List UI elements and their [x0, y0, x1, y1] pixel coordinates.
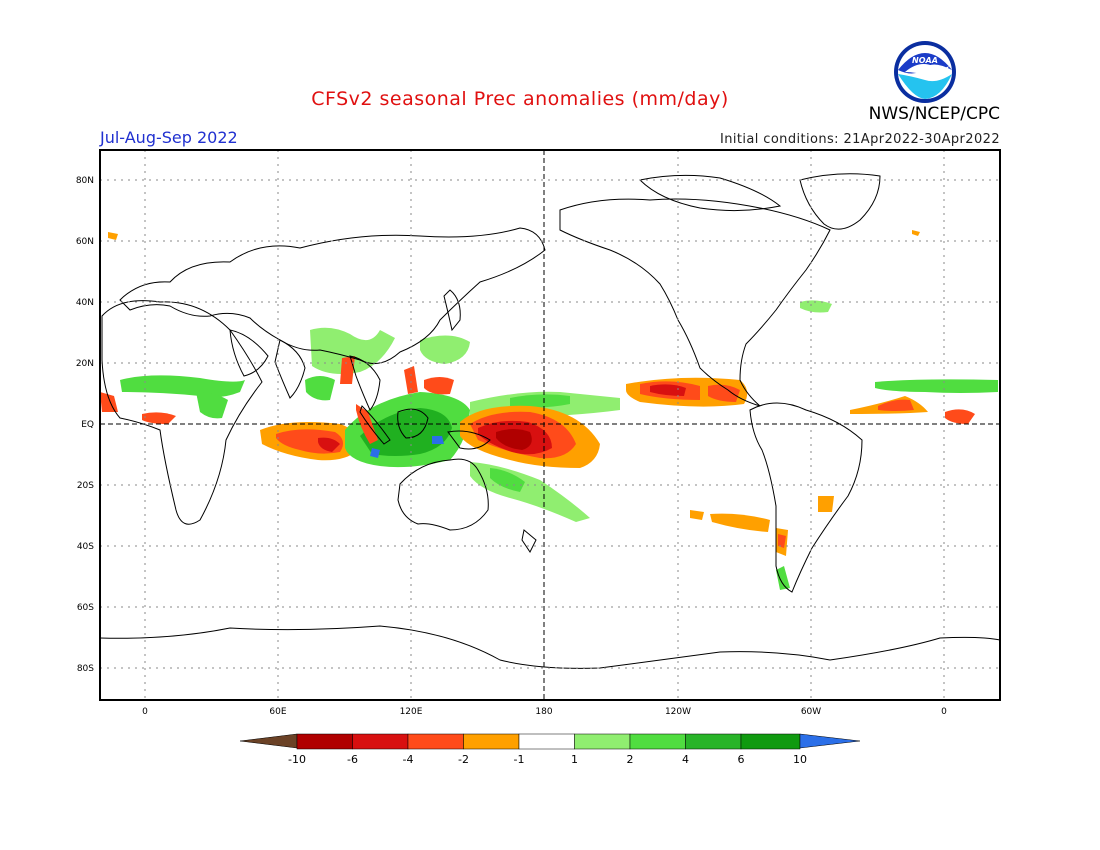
anomaly-strongdry-central-pacific [496, 429, 532, 450]
initial-conditions-label: Initial conditions: 21Apr2022-30Apr2022 [719, 132, 1000, 147]
coastline-borneo [397, 408, 429, 439]
anomaly-dry-south-pacific-2 [710, 513, 770, 532]
anomaly-wet-southasia [310, 327, 395, 374]
anomaly-wet-north-atlantic [800, 300, 832, 313]
map-title: CFSv2 seasonal Prec anomalies (mm/day) [311, 88, 729, 110]
legend-tick-label: -6 [347, 753, 358, 766]
coastline-india [274, 339, 306, 399]
longitude-axis: 0 60E 120E 180 120W 60W 0 [142, 707, 947, 717]
anomaly-verywet-maritime-1 [370, 448, 380, 458]
anomaly-dry-chile-core [778, 534, 786, 548]
season-label: Jul-Aug-Sep 2022 [100, 128, 238, 147]
anomaly-dry-philippines [424, 377, 454, 395]
legend-swatch [518, 733, 575, 750]
coastline-eurasia [119, 227, 546, 365]
anomaly-dry-westafrica [100, 392, 118, 412]
coastline-australia [397, 458, 489, 531]
lon-tick-label: 180 [535, 707, 552, 717]
coastline-sumatra [359, 405, 391, 445]
anomaly-dry-brazil-south [818, 496, 834, 512]
anomaly-dry-arctic-2 [912, 230, 920, 236]
legend-tick-label: -4 [403, 753, 414, 766]
legend-tick-label: 6 [738, 753, 745, 766]
grid [100, 150, 1000, 700]
anomaly-wet-spcz [470, 462, 590, 522]
coastline-arabia [229, 329, 269, 377]
anomaly-verydry-indian [318, 437, 340, 452]
coastline-newguinea [447, 430, 491, 450]
anomaly-wet-north-pacific-band-core [510, 394, 570, 408]
coastline-antarctica [99, 625, 1001, 669]
lon-tick-label: 120W [665, 707, 691, 717]
legend-swatch [629, 733, 686, 750]
anomaly-wet-africa [196, 392, 228, 419]
anomaly-dry-brazil-coast [945, 409, 975, 424]
coastline-greenland [799, 173, 881, 230]
anomaly-verywet-maritime-2 [432, 436, 444, 444]
coastlines [99, 173, 1001, 669]
legend-swatch [352, 733, 409, 750]
anomaly-dry-south-pacific-1 [690, 510, 704, 520]
lat-tick-label: 40N [76, 298, 94, 308]
lat-tick-label: 80S [77, 664, 94, 674]
anomaly-wet-patagonia [776, 566, 790, 590]
legend-tick-label: 2 [627, 753, 634, 766]
anomaly-wet-bay-bengal [305, 376, 335, 401]
coastline-newzealand [521, 529, 537, 553]
lat-tick-label: 20S [77, 481, 94, 491]
lat-tick-label: 80N [76, 176, 94, 186]
legend-tick-label: 10 [793, 753, 807, 766]
lat-tick-label: EQ [81, 420, 94, 430]
coastline-africa [101, 300, 263, 525]
map-frame [99, 149, 1001, 701]
legend-tick-label: -2 [458, 753, 469, 766]
legend-colorbar [239, 733, 861, 750]
legend-swatch [685, 733, 742, 750]
anomaly-dry-bay-bengal [340, 356, 355, 384]
anomaly-wet-eastatlantic [875, 379, 998, 393]
latitude-axis: 80N 60N 40N 20N EQ 20S 40S 60S 80S [76, 176, 94, 674]
anomaly-wet-scs [420, 335, 470, 364]
anomaly-dry-tropical-atlantic-core [878, 399, 914, 411]
legend-tick-label: -10 [288, 753, 306, 766]
legend-swatch [463, 733, 520, 750]
anomaly-dry-arctic-1 [108, 232, 118, 240]
legend-labels: -10 -6 -4 -2 -1 1 2 4 6 10 [288, 753, 807, 766]
legend-arrow-right [799, 733, 861, 749]
coastline-japan [443, 289, 461, 332]
lon-tick-label: 0 [941, 707, 947, 717]
svg-text:NOAA: NOAA [912, 56, 938, 65]
lon-tick-label: 120E [400, 707, 423, 717]
agency-label: NWS/NCEP/CPC [868, 104, 1000, 124]
coastline-seasia [349, 355, 381, 411]
anomaly-wet-spcz-core [490, 468, 525, 492]
anomaly-wet-atlantic [120, 375, 245, 398]
anomaly-verydry-ne-pacific [650, 384, 686, 396]
anomaly-layer [100, 230, 998, 590]
anomaly-dry-gulf-guinea [142, 412, 176, 424]
lon-tick-label: 60E [269, 707, 286, 717]
legend-arrow-left [239, 733, 298, 749]
anomaly-dry-luzon [404, 366, 418, 394]
lon-tick-label: 60W [801, 707, 821, 717]
lat-tick-label: 40S [77, 542, 94, 552]
lon-tick-label: 0 [142, 707, 148, 717]
coastline-arctic [638, 174, 782, 212]
legend-tick-label: 4 [682, 753, 689, 766]
legend-tick-label: -1 [514, 753, 525, 766]
anomaly-dry-ne-pacific-2 [708, 384, 740, 402]
legend-swatch [574, 733, 631, 750]
legend-swatch [296, 733, 353, 750]
legend-swatch [740, 733, 801, 750]
lat-tick-label: 60N [76, 237, 94, 247]
coastline-southamerica [749, 402, 863, 593]
noaa-logo: NOAA [894, 41, 956, 103]
legend-tick-label: 1 [571, 753, 578, 766]
legend-swatch [407, 733, 464, 750]
anomaly-strongwet-maritime [360, 408, 452, 456]
lat-tick-label: 60S [77, 603, 94, 613]
coastline-northamerica [559, 198, 831, 407]
lat-tick-label: 20N [76, 359, 94, 369]
